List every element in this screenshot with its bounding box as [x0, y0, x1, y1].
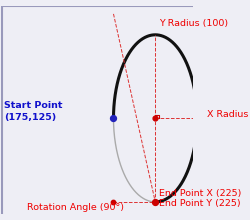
- Text: Y Radius (100): Y Radius (100): [160, 19, 228, 28]
- Point: [153, 200, 157, 204]
- Text: Rotation Angle (90°): Rotation Angle (90°): [28, 203, 124, 212]
- Text: End Point X (225): End Point X (225): [158, 189, 241, 198]
- Text: Start Point
(175,125): Start Point (175,125): [4, 101, 62, 122]
- Point: [153, 117, 157, 120]
- Text: End Point Y (225): End Point Y (225): [158, 199, 240, 208]
- Point: [112, 117, 116, 120]
- Point: [112, 200, 116, 204]
- Text: X Radius (50): X Radius (50): [207, 110, 250, 119]
